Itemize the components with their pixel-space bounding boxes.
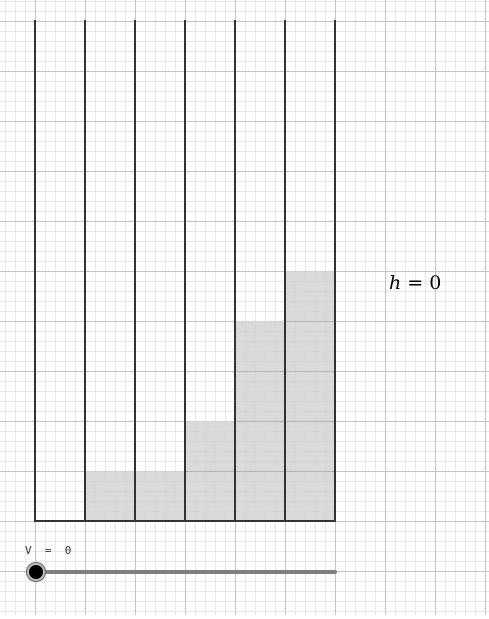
slider-knob[interactable] xyxy=(27,563,45,581)
h-value-label: h = 0 xyxy=(389,272,441,294)
step-fill-column xyxy=(135,471,185,521)
v-slider[interactable] xyxy=(24,560,344,584)
step-fill-column xyxy=(285,271,335,521)
h-variable: h xyxy=(389,272,402,294)
step-fill-column xyxy=(85,471,135,521)
h-equals: = xyxy=(401,272,430,294)
slider-caption: V = 0 xyxy=(25,544,72,557)
slider-track[interactable] xyxy=(36,570,337,574)
h-value: 0 xyxy=(429,272,442,294)
